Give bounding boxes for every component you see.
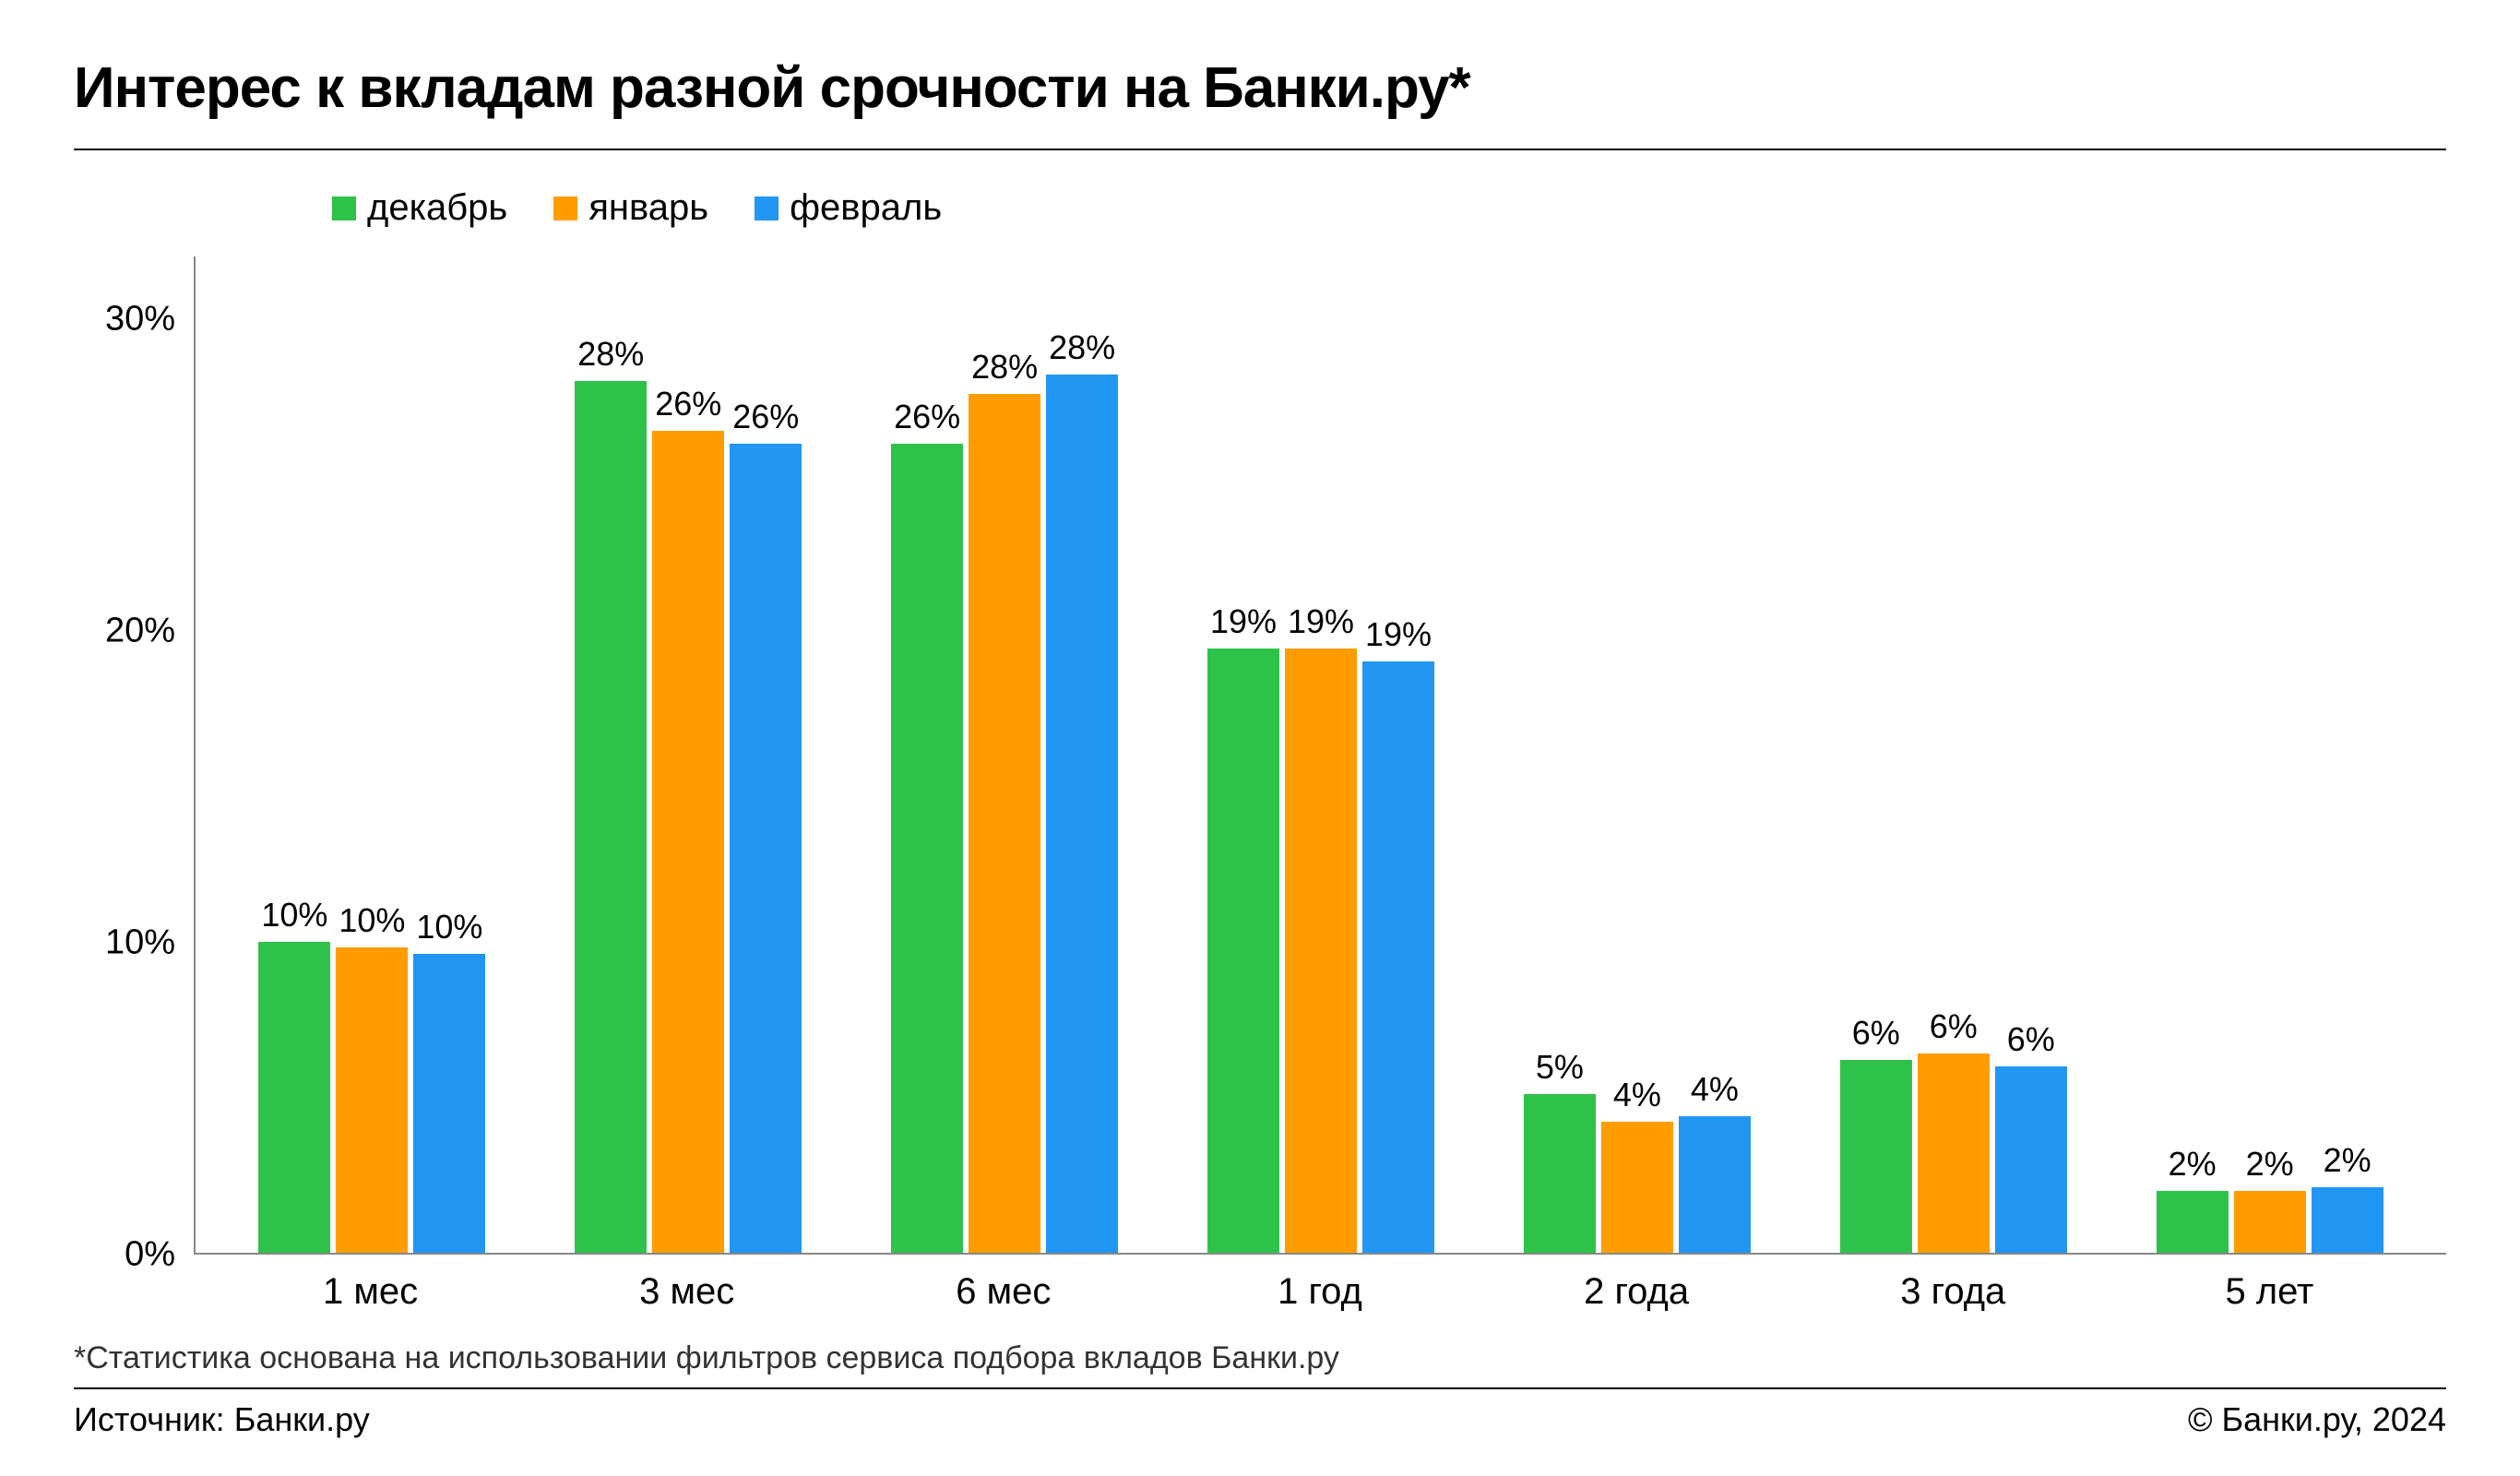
bar: 19% bbox=[1362, 661, 1434, 1253]
legend-item: январь bbox=[553, 187, 708, 229]
bar-value-label: 6% bbox=[1930, 1007, 1978, 1046]
y-tick: 0% bbox=[125, 1235, 175, 1275]
bar: 28% bbox=[1046, 375, 1118, 1253]
legend-label: декабрь bbox=[367, 187, 507, 229]
bar: 2% bbox=[2312, 1187, 2383, 1253]
legend-swatch bbox=[332, 196, 356, 220]
bar-groups: 10%10%10%28%26%26%26%28%28%19%19%19%5%4%… bbox=[196, 256, 2446, 1253]
bar-value-label: 4% bbox=[1691, 1070, 1739, 1109]
bar-value-label: 10% bbox=[339, 901, 405, 940]
legend-label: январь bbox=[588, 187, 708, 229]
bar: 6% bbox=[1918, 1053, 1990, 1253]
x-label: 2 года bbox=[1479, 1271, 1795, 1313]
footnote-block: *Статистика основана на использовании фи… bbox=[74, 1340, 2446, 1389]
bar-value-label: 28% bbox=[577, 335, 644, 374]
bar-value-label: 19% bbox=[1210, 602, 1277, 641]
bar-value-label: 6% bbox=[1852, 1014, 1900, 1053]
bar-value-label: 2% bbox=[2246, 1145, 2294, 1184]
bar-value-label: 2% bbox=[2324, 1141, 2371, 1180]
x-label: 5 лет bbox=[2111, 1271, 2428, 1313]
bar-group: 10%10%10% bbox=[214, 256, 530, 1253]
bar: 19% bbox=[1207, 649, 1279, 1253]
bar-value-label: 5% bbox=[1536, 1048, 1584, 1087]
bar-value-label: 10% bbox=[261, 896, 327, 934]
chart-title: Интерес к вкладам разной срочности на Ба… bbox=[74, 55, 2446, 121]
bar: 28% bbox=[969, 394, 1040, 1254]
bar: 4% bbox=[1601, 1122, 1673, 1253]
legend-swatch bbox=[553, 196, 577, 220]
bar-value-label: 4% bbox=[1613, 1076, 1661, 1114]
plot-area: 10%10%10%28%26%26%26%28%28%19%19%19%5%4%… bbox=[194, 256, 2446, 1255]
legend-item: февраль bbox=[755, 187, 942, 229]
bar-value-label: 6% bbox=[2007, 1020, 2055, 1059]
bar: 6% bbox=[1995, 1066, 2067, 1254]
bar-value-label: 26% bbox=[732, 398, 799, 436]
bar: 26% bbox=[891, 444, 963, 1254]
y-tick: 10% bbox=[105, 922, 175, 962]
bar: 26% bbox=[652, 431, 724, 1253]
bar-group: 28%26%26% bbox=[530, 256, 847, 1253]
x-label: 3 года bbox=[1795, 1271, 2111, 1313]
bar-value-label: 19% bbox=[1288, 602, 1354, 641]
y-axis: 0%10%20%30% bbox=[74, 256, 194, 1255]
bar: 10% bbox=[336, 947, 408, 1253]
bar: 4% bbox=[1679, 1116, 1751, 1254]
y-tick: 20% bbox=[105, 611, 175, 650]
bar: 28% bbox=[575, 381, 647, 1253]
bar-group: 19%19%19% bbox=[1163, 256, 1480, 1253]
bar: 2% bbox=[2234, 1191, 2306, 1254]
bar: 26% bbox=[730, 444, 802, 1254]
legend: декабрь январь февраль bbox=[74, 187, 2446, 229]
bar-group: 26%28%28% bbox=[847, 256, 1163, 1253]
bar: 2% bbox=[2157, 1191, 2229, 1254]
legend-label: февраль bbox=[790, 187, 942, 229]
bar-value-label: 28% bbox=[1049, 328, 1115, 367]
title-block: Интерес к вкладам разной срочности на Ба… bbox=[74, 55, 2446, 150]
source-label: Источник: Банки.ру bbox=[74, 1400, 370, 1439]
copyright-label: © Банки.ру, 2024 bbox=[2188, 1400, 2446, 1439]
bar: 10% bbox=[413, 954, 485, 1253]
legend-swatch bbox=[755, 196, 779, 220]
legend-item: декабрь bbox=[332, 187, 507, 229]
plot-wrapper: 0%10%20%30% 10%10%10%28%26%26%26%28%28%1… bbox=[74, 256, 2446, 1255]
x-label: 1 год bbox=[1161, 1271, 1478, 1313]
x-label: 1 мес bbox=[212, 1271, 529, 1313]
bar-value-label: 26% bbox=[894, 398, 960, 436]
bar: 5% bbox=[1524, 1094, 1596, 1253]
footer-row: Источник: Банки.ру © Банки.ру, 2024 bbox=[74, 1400, 2446, 1439]
bar-value-label: 28% bbox=[971, 348, 1038, 387]
bar-group: 6%6%6% bbox=[1795, 256, 2111, 1253]
chart-container: Интерес к вкладам разной срочности на Ба… bbox=[0, 0, 2520, 1476]
x-axis-labels: 1 мес3 мес6 мес1 год2 года3 года5 лет bbox=[194, 1255, 2446, 1313]
bar-group: 5%4%4% bbox=[1479, 256, 1795, 1253]
bar: 19% bbox=[1285, 649, 1357, 1253]
bar-value-label: 10% bbox=[416, 908, 482, 946]
x-label: 3 мес bbox=[529, 1271, 845, 1313]
x-label: 6 мес bbox=[845, 1271, 1161, 1313]
footnote: *Статистика основана на использовании фи… bbox=[74, 1340, 2446, 1376]
bar-value-label: 26% bbox=[655, 385, 721, 423]
y-tick: 30% bbox=[105, 299, 175, 339]
bar: 10% bbox=[258, 942, 330, 1254]
bar: 6% bbox=[1840, 1060, 1912, 1253]
bar-value-label: 19% bbox=[1365, 615, 1432, 654]
bar-group: 2%2%2% bbox=[2111, 256, 2428, 1253]
bar-value-label: 2% bbox=[2169, 1145, 2217, 1184]
